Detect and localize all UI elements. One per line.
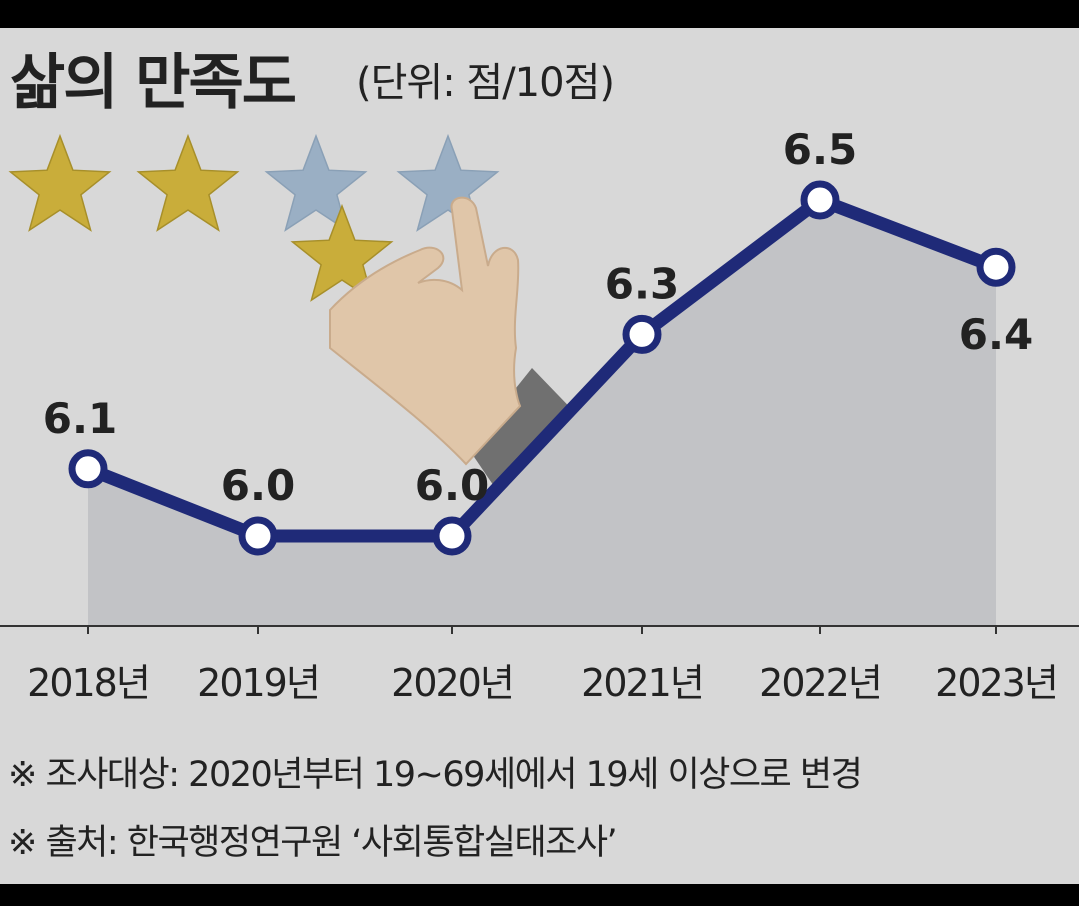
data-label: 6.0: [415, 461, 489, 510]
data-label: 6.3: [605, 259, 679, 308]
x-tick-label: 2021년: [581, 661, 703, 705]
data-point: [622, 314, 662, 354]
data-point: [68, 449, 108, 489]
star-icon: [396, 133, 500, 232]
series-line: [85, 193, 999, 543]
data-point: [976, 247, 1016, 287]
chart-plot: 6.1 6.0 6.0 6.3 6.5 6.4 2018년 2019년 2020년 2021년 2…: [0, 125, 1079, 705]
data-label: 6.0: [221, 461, 295, 510]
chart-title: 삶의 만족도: [10, 48, 297, 118]
x-tick-label: 2018년: [27, 661, 149, 705]
star-icon: [264, 133, 368, 232]
star-icon: [136, 133, 240, 232]
data-label: 6.5: [783, 125, 857, 174]
chart-area-fill: [88, 200, 996, 626]
data-label: 6.4: [959, 310, 1033, 359]
star-icon: [290, 203, 394, 302]
star-icon: [8, 133, 112, 232]
source-note: ※ 출처: 한국행정연구원 ‘사회통합실태조사’: [8, 823, 618, 863]
survey-note: ※ 조사대상: 2020년부터 19~69세에서 19세 이상으로 변경: [8, 755, 863, 795]
data-point: [800, 180, 840, 220]
hand-icon: [329, 196, 585, 498]
x-tick-label: 2023년: [935, 661, 1057, 705]
x-tick-label: 2020년: [391, 661, 513, 705]
x-tick-label: 2019년: [197, 661, 319, 705]
chart-frame: 6.1 6.0 6.0 6.3 6.5 6.4 2018년 2019년 2020년 2021년 2…: [0, 28, 1079, 884]
data-point: [238, 516, 278, 556]
star-rating-row: [8, 133, 500, 302]
x-tick-label: 2022년: [759, 661, 881, 705]
data-label: 6.1: [43, 394, 117, 443]
rating-illustration: [8, 133, 585, 498]
data-point: [432, 516, 472, 556]
chart-unit: (단위: 점/10점): [356, 60, 615, 106]
